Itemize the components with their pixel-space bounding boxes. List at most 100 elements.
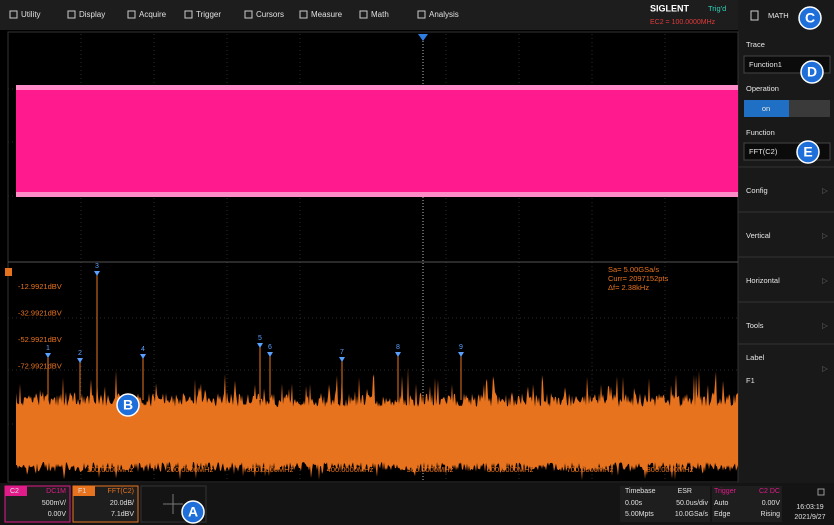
c2-waveform-edge	[16, 192, 738, 197]
timebase-box[interactable]	[620, 486, 710, 522]
panel-arrow: ▷	[822, 231, 828, 240]
trace-label: Trace	[746, 40, 765, 49]
menu-item[interactable]: Cursors	[256, 10, 284, 19]
peak-number: 3	[95, 263, 99, 270]
freq-label: 600.0000MHz	[487, 465, 534, 474]
panel-item[interactable]: Horizontal	[746, 276, 780, 285]
f1-source: FFT(C2)	[108, 488, 134, 495]
timebase-mode: ESR	[678, 488, 692, 495]
level-label: -72.9921dBV	[18, 361, 62, 370]
f1-scale: 20.0dB/	[110, 500, 134, 507]
panel-arrow: ▷	[822, 321, 828, 330]
panel-item[interactable]: Config	[746, 186, 768, 195]
c2-name: C2	[10, 488, 19, 495]
timebase-title: Timebase	[625, 488, 656, 495]
callout-letter: E	[803, 144, 812, 160]
acq-info: Sa= 5.00GSa/s	[608, 265, 659, 274]
menu-item[interactable]: Analysis	[429, 10, 459, 19]
trigger-source: C2 DC	[759, 488, 780, 495]
peak-number: 2	[78, 350, 82, 357]
trigger-slope: Rising	[761, 511, 781, 518]
trigger-position	[418, 34, 428, 41]
peak-marker	[45, 353, 51, 358]
timebase-memory: 5.00Mpts	[625, 511, 654, 518]
freq-label: 500.0000MHz	[407, 465, 454, 474]
callout-letter: A	[188, 504, 198, 520]
panel-arrow: ▷	[822, 276, 828, 285]
peak-marker	[140, 354, 146, 359]
trigger-level: 0.00V	[762, 500, 781, 507]
callout-letter: B	[123, 397, 133, 413]
c2-offset: 0.00V	[48, 511, 67, 518]
menu-item[interactable]: Trigger	[196, 10, 221, 19]
menu-icon	[67, 10, 76, 19]
menu-icon	[9, 10, 18, 19]
menu-item[interactable]: Acquire	[139, 10, 167, 19]
menu-icon	[359, 10, 368, 19]
freq-label: 800.0000MHz	[647, 465, 694, 474]
menu-item[interactable]: Display	[79, 10, 105, 19]
peak-marker	[395, 352, 401, 357]
frequency-counter: EC2 = 100.0000MHz	[650, 19, 716, 26]
function-label: Function	[746, 128, 775, 137]
freq-label: 200.0000MHz	[167, 465, 214, 474]
c2-tag	[5, 486, 27, 496]
level-label: -32.9921dBV	[18, 308, 62, 317]
menu-icon	[417, 10, 426, 19]
timebase-rate: 10.0GSa/s	[675, 511, 709, 518]
menu-item[interactable]: Measure	[311, 10, 343, 19]
panel-arrow: ▷	[822, 186, 828, 195]
menu-bar	[0, 0, 738, 30]
c2-waveform	[16, 85, 738, 197]
fft-noise	[16, 366, 738, 481]
callout-circle	[800, 60, 824, 84]
f1-tag	[73, 486, 95, 496]
freq-label: 300.0000MHz	[247, 465, 294, 474]
trigger-box[interactable]	[712, 486, 782, 522]
acq-info: Δf= 2.38kHz	[608, 283, 649, 292]
peak-marker	[458, 352, 464, 357]
f1-marker	[5, 268, 12, 276]
math-icon	[750, 10, 759, 21]
peak-number: 5	[258, 335, 262, 342]
trigger-title: Trigger	[714, 488, 737, 495]
panel-item[interactable]: Tools	[746, 321, 764, 330]
callout-circle	[181, 500, 205, 524]
menu-item[interactable]: Math	[371, 10, 389, 19]
menu-icon	[299, 10, 308, 19]
operation-on	[744, 100, 789, 117]
peak-number: 6	[268, 344, 272, 351]
freq-label: 400.0000MHz	[327, 465, 374, 474]
peak-number: 9	[459, 344, 463, 351]
peak-number: 1	[46, 345, 50, 352]
f1-offset: 7.1dBV	[111, 511, 134, 518]
freq-label: 100.0000MHz	[87, 465, 134, 474]
c2-coupling: DC1M	[46, 488, 66, 495]
timebase-scale: 50.0us/div	[676, 500, 708, 507]
function-value: FFT(C2)	[749, 147, 778, 156]
panel-title: MATH	[768, 11, 789, 20]
level-label: -12.9921dBV	[18, 282, 62, 291]
clock-date: 2021/9/27	[794, 514, 825, 521]
label-value: F1	[746, 376, 755, 385]
peak-marker	[339, 357, 345, 362]
panel-item[interactable]: Vertical	[746, 231, 771, 240]
label-button[interactable]	[738, 345, 834, 395]
callout-circle	[116, 393, 140, 417]
peak-marker	[257, 343, 263, 348]
brand: SIGLENT	[650, 3, 690, 13]
peak-number: 7	[340, 349, 344, 356]
peak-number: 4	[141, 346, 145, 353]
trace-value: Function1	[749, 60, 782, 69]
operation-value: on	[762, 104, 770, 113]
trigger-mode: Auto	[714, 500, 729, 507]
add-channel[interactable]	[140, 485, 207, 523]
label-title: Label	[746, 353, 765, 362]
menu-icon	[244, 10, 253, 19]
trigger-type: Edge	[714, 511, 730, 518]
menu-item[interactable]: Utility	[21, 10, 41, 19]
f1-name: F1	[78, 488, 86, 495]
menu-icon	[184, 10, 193, 19]
c2-scale: 500mV/	[42, 500, 66, 507]
